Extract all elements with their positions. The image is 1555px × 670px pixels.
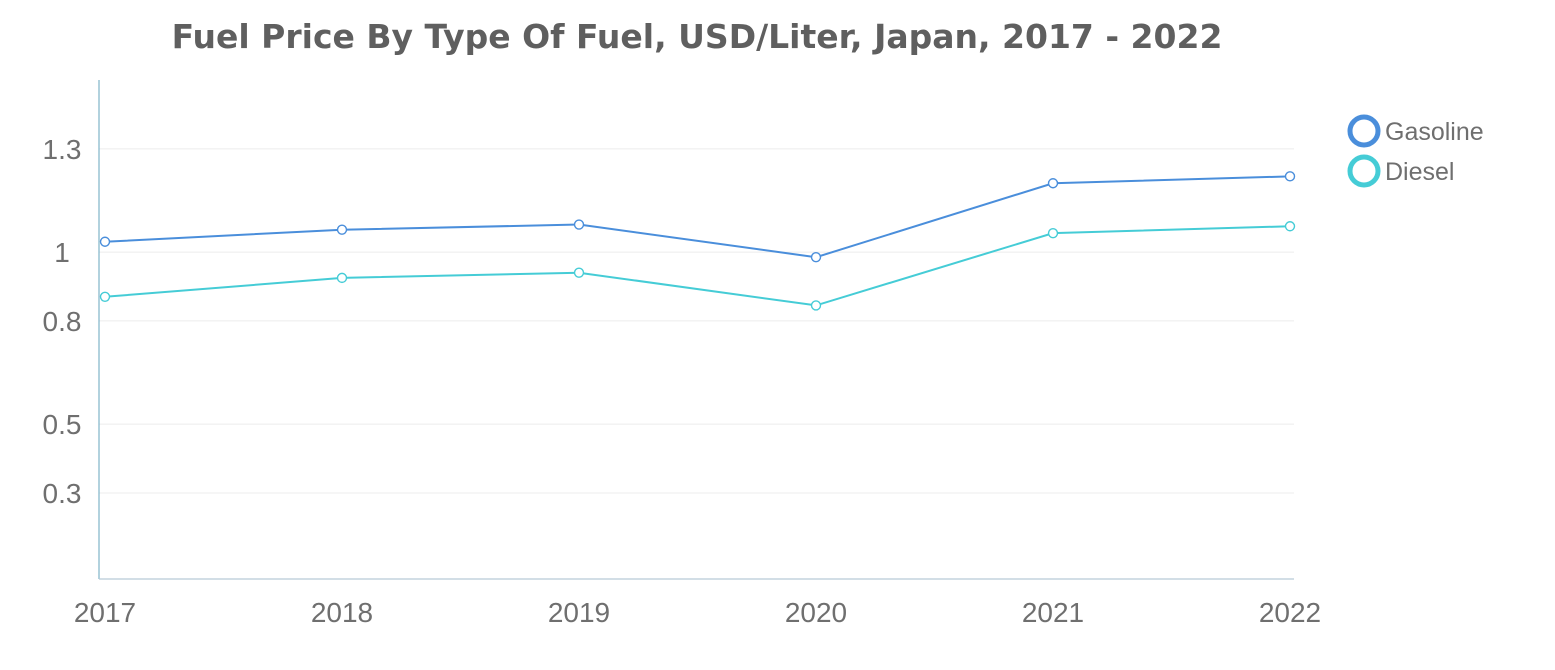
legend-marker-gasoline[interactable] <box>1347 114 1381 148</box>
diesel-point[interactable] <box>336 272 348 284</box>
axes: 0.3 0.5 0.8 1 1.3 2017 2018 2019 2020 2021 2022 <box>43 80 1321 628</box>
gasoline-point[interactable] <box>573 219 585 230</box>
legend-label-gasoline[interactable]: Gasoline <box>1385 118 1484 146</box>
x-tick-label: 2021 <box>1022 597 1084 628</box>
diesel-point[interactable] <box>573 267 585 278</box>
gasoline-line <box>104 175 1291 259</box>
x-tick-label: 2022 <box>1259 597 1321 628</box>
y-tick-label: 0.3 <box>43 478 82 509</box>
x-tick-label: 2017 <box>74 597 136 628</box>
gasoline-point[interactable] <box>1047 178 1059 189</box>
series-lines <box>99 171 1296 311</box>
diesel-line <box>104 225 1291 307</box>
gasoline-point[interactable] <box>336 224 348 235</box>
gasoline-point[interactable] <box>810 252 822 263</box>
y-tick-label: 0.5 <box>43 409 82 440</box>
y-tick-label: 1 <box>54 237 70 268</box>
legend[interactable]: Gasoline Diesel <box>1347 114 1484 188</box>
gasoline-point[interactable] <box>1284 171 1296 182</box>
x-tick-label: 2020 <box>785 597 847 628</box>
gasoline-point[interactable] <box>99 236 111 247</box>
diesel-point[interactable] <box>1284 221 1296 232</box>
legend-marker-diesel[interactable] <box>1347 154 1381 188</box>
chart-title: Fuel Price By Type Of Fuel, USD/Liter, J… <box>172 17 1223 56</box>
y-tick-label: 0.8 <box>43 306 82 337</box>
diesel-point[interactable] <box>1047 227 1059 239</box>
y-tick-label: 1.3 <box>43 134 82 165</box>
diesel-point[interactable] <box>810 300 822 311</box>
diesel-point[interactable] <box>99 291 111 303</box>
gridlines <box>99 148 1294 494</box>
x-tick-label: 2018 <box>311 597 373 628</box>
x-tick-label: 2019 <box>548 597 610 628</box>
legend-label-diesel[interactable]: Diesel <box>1385 158 1454 186</box>
